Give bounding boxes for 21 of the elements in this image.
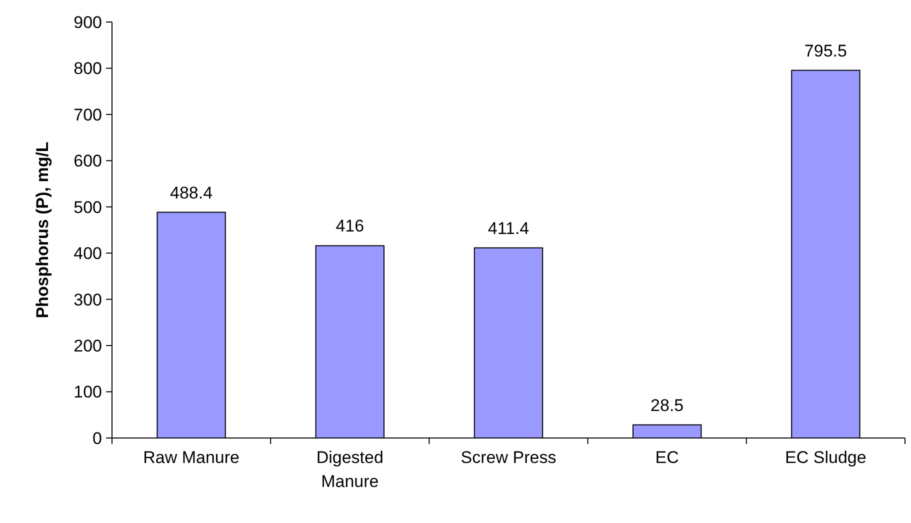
data-label: 28.5 — [650, 396, 684, 415]
y-tick-label: 900 — [74, 12, 102, 32]
y-tick-label: 700 — [74, 105, 102, 124]
y-axis-title: Phosphorus (P), mg/L — [33, 142, 52, 318]
y-tick-label: 0 — [92, 428, 102, 448]
y-tick-label: 800 — [74, 59, 102, 78]
x-tick-label: Digested Manure — [316, 448, 384, 491]
x-tick-label: EC Sludge — [785, 448, 866, 467]
y-tick-label: 600 — [74, 152, 102, 171]
y-tick-label: 300 — [74, 290, 102, 310]
y-tick-label: 500 — [74, 198, 102, 217]
data-label: 795.5 — [804, 41, 847, 60]
x-tick-label: EC — [655, 448, 679, 467]
y-tick-label: 100 — [74, 382, 102, 402]
x-tick-label: Raw Manure — [143, 448, 240, 467]
x-tick-label: Screw Press — [460, 448, 556, 467]
data-label: 416 — [336, 216, 364, 236]
y-tick-label: 400 — [74, 244, 102, 264]
data-label: 488.4 — [170, 183, 213, 202]
y-tick-label: 200 — [74, 336, 102, 356]
data-label: 411.4 — [488, 218, 530, 238]
